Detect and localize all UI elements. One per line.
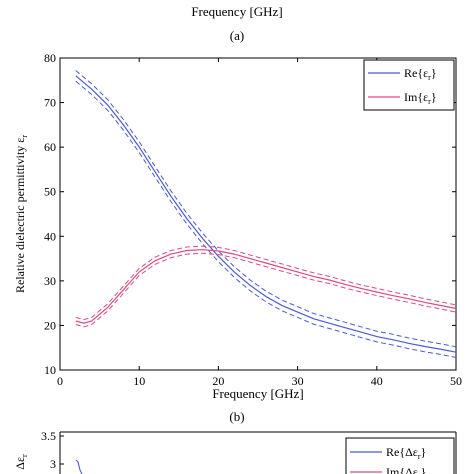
series-re-upper-bound (75, 70, 457, 348)
y-tick-label-40: 40 (44, 229, 56, 243)
series-re-lower-bound (75, 80, 457, 358)
panel-b-ylabel-main: Relative dielectric permittivity ε (13, 138, 27, 293)
panel-c-ylabel-sub: r (20, 454, 29, 457)
x-tick-label-10: 10 (133, 374, 145, 388)
y-tick-label-70: 70 (44, 96, 56, 110)
panel-c-ytick-label-3.5: 3.5 (41, 429, 56, 443)
y-tick-label-80: 80 (44, 51, 56, 65)
y-tick-label-10: 10 (44, 363, 56, 377)
panel-c-series-re (75, 459, 83, 474)
x-tick-label-40: 40 (371, 374, 383, 388)
panel-c-ylabel-main: Δε (13, 457, 27, 470)
panel-b-ylabel-sub: r (20, 135, 29, 138)
x-tick-label-30: 30 (292, 374, 304, 388)
panel-b-caption: (b) (229, 409, 244, 424)
x-tick-label-20: 20 (212, 374, 224, 388)
panel-c-ytick-label-3: 3 (50, 457, 56, 471)
legend-label-im: Im{εr} (404, 90, 437, 106)
panel-a-caption: (a) (230, 28, 244, 43)
y-tick-label-50: 50 (44, 185, 56, 199)
panel-c-legend-label-re: Re{Δεr} (386, 445, 426, 461)
series-im-lower-bound (75, 252, 457, 328)
series-im-line (75, 249, 457, 324)
panel-b-xlabel: Frequency [GHz] (212, 386, 303, 401)
panel-c-ylabel: Δεr (13, 454, 29, 470)
panel-b-y-ticks: 10 20 30 40 50 60 70 80 (44, 51, 456, 377)
y-tick-label-20: 20 (44, 318, 56, 332)
panel-c-legend-label-im: Im{Δεr} (386, 465, 426, 474)
panel-c-legend-box (345, 437, 455, 474)
panel-a-xlabel: Frequency [GHz] (191, 4, 282, 19)
panel-c-legend: Re{Δεr} Im{Δεr} (345, 437, 455, 474)
panel-b-series-group (75, 70, 457, 358)
y-tick-label-30: 30 (44, 274, 56, 288)
y-tick-label-60: 60 (44, 140, 56, 154)
x-tick-label-50: 50 (450, 374, 462, 388)
legend-box (363, 59, 455, 111)
panel-c-plot: 3.5 3 Δεr Re{Δεr} Im{Δεr} (13, 429, 457, 474)
panel-b-x-ticks: 0 10 20 30 40 50 (57, 58, 462, 388)
panel-b-ylabel: Relative dielectric permittivity εr (13, 135, 29, 293)
panel-b-axes-box (59, 57, 457, 371)
series-re-line (75, 75, 457, 353)
panel-b-legend: Re{εr} Im{εr} (363, 59, 455, 111)
x-tick-label-0: 0 (57, 374, 63, 388)
series-im-upper-bound (75, 245, 457, 321)
legend-label-re: Re{εr} (404, 66, 437, 82)
